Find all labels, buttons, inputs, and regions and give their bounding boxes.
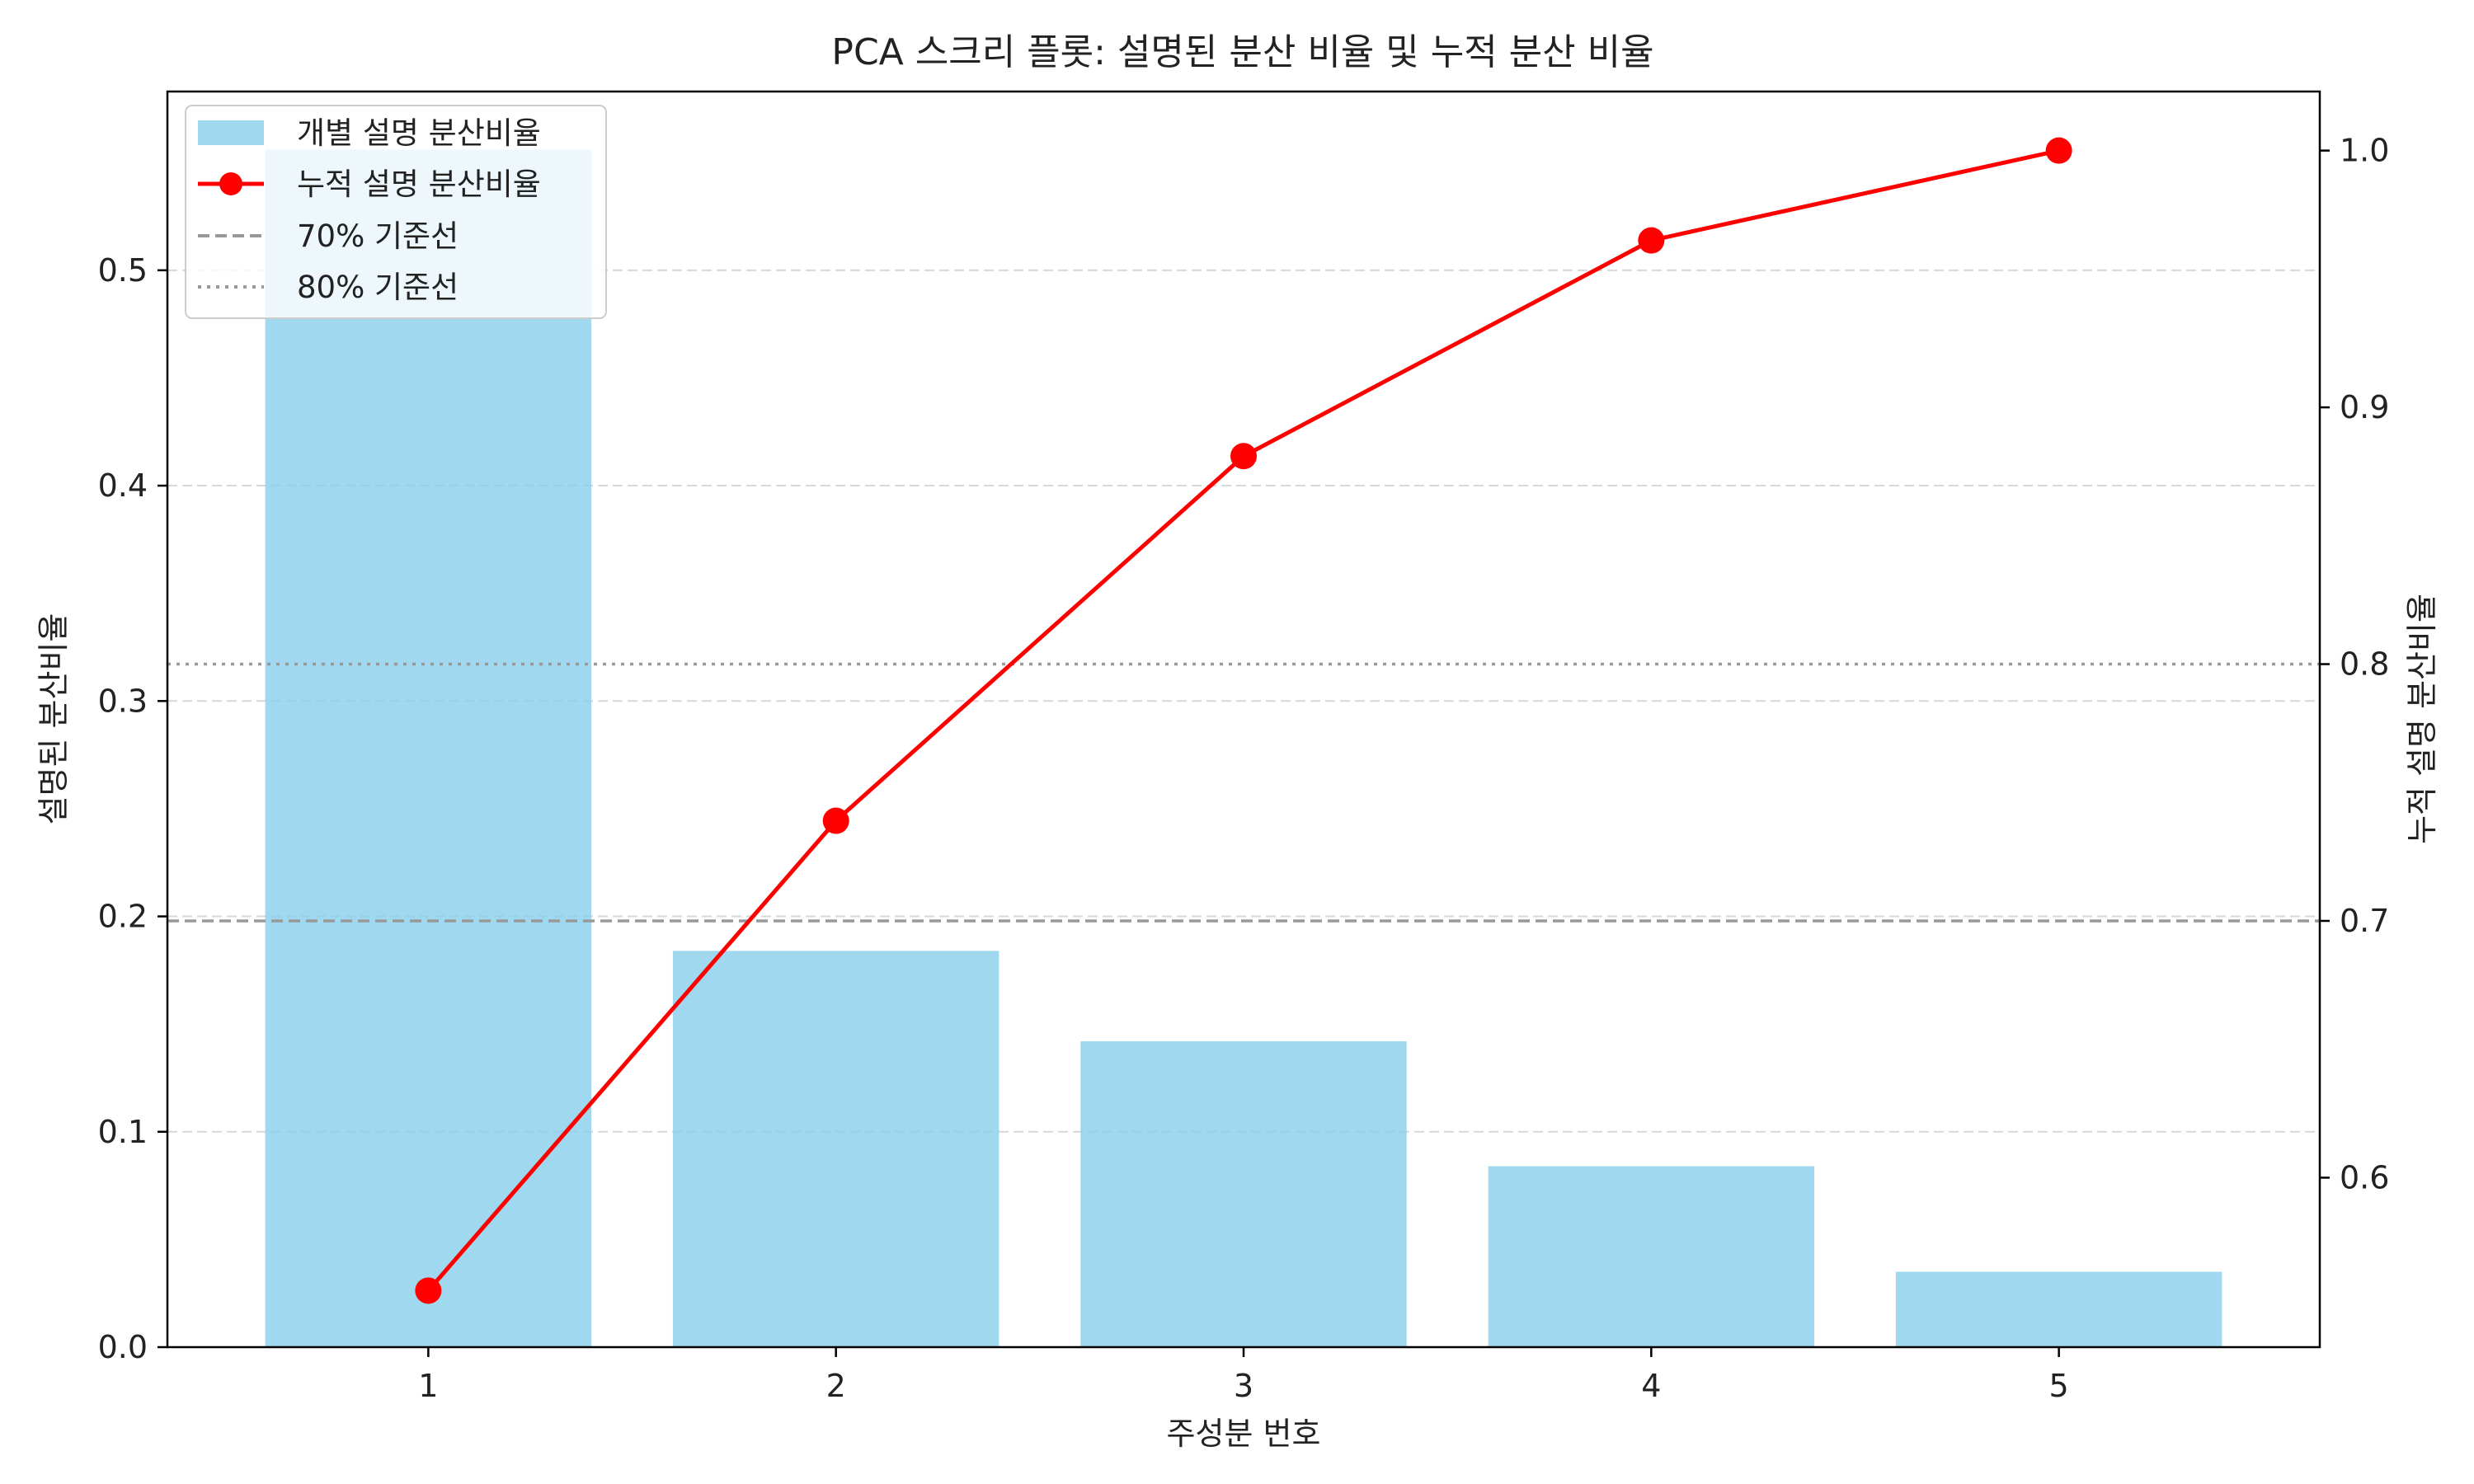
legend-line-label: 누적 설명 분산비율 (297, 167, 541, 202)
cumulative-point-pc1 (415, 1277, 442, 1304)
legend-bar-swatch (198, 120, 264, 145)
bar-pc5 (1895, 1271, 2222, 1347)
x-tick-label-3: 3 (1234, 1368, 1253, 1404)
y-tick-label-4: 0.4 (98, 467, 148, 504)
x-axis-label: 주성분 번호 (1167, 1416, 1321, 1452)
cumulative-point-pc3 (1230, 443, 1257, 470)
bar-pc2 (672, 951, 999, 1347)
cumulative-point-pc4 (1638, 227, 1665, 254)
x-tick-label-1: 1 (418, 1368, 438, 1404)
y-tick-label-2: 0.2 (98, 899, 148, 935)
axis-ticks: 1 2 3 4 5 0.0 0.1 0.2 0.3 0.4 0.5 0.6 0.7 0.8 0.9 1.0 (98, 133, 2390, 1404)
legend: 개별 설명 분산비율 누적 설명 분산비율 70% 기준선 80% 기준선 (185, 105, 607, 319)
y2-axis-label: 누적 설명 분산비율 (2404, 594, 2440, 844)
legend-box (185, 105, 607, 319)
y-tick-label-5: 0.5 (98, 252, 148, 289)
y2-tick-label-3: 0.9 (2340, 389, 2389, 425)
y2-tick-label-4: 1.0 (2340, 133, 2389, 169)
x-tick-label-5: 5 (2049, 1368, 2069, 1404)
cumulative-point-pc5 (2045, 137, 2072, 164)
bar-pc4 (1488, 1166, 1815, 1347)
y-tick-label-1: 0.1 (98, 1114, 148, 1150)
reference-lines (167, 662, 2320, 923)
legend-bar-label: 개별 설명 분산비율 (297, 115, 541, 151)
legend-ref70-label: 70% 기준선 (297, 218, 459, 254)
x-tick-label-2: 2 (826, 1368, 846, 1404)
y-tick-label-3: 0.3 (98, 683, 148, 719)
y2-tick-label-0: 0.6 (2340, 1159, 2389, 1195)
y2-tick-label-2: 0.8 (2340, 646, 2389, 683)
legend-line-marker (219, 172, 242, 195)
chart-title: PCA 스크리 플롯: 설명된 분산 비율 및 누적 분산 비율 (831, 31, 1653, 73)
legend-ref80-label: 80% 기준선 (297, 270, 459, 305)
cumulative-line-series (415, 137, 2072, 1304)
bar-pc1 (265, 149, 592, 1347)
bar-pc3 (1080, 1041, 1407, 1347)
y-tick-label-0: 0.0 (98, 1329, 148, 1365)
cumulative-point-pc2 (822, 807, 849, 834)
y-axis-label: 설명된 분산비율 (35, 613, 72, 825)
bar-series (265, 149, 2222, 1347)
x-tick-label-4: 4 (1641, 1368, 1661, 1404)
y2-tick-label-1: 0.7 (2340, 903, 2389, 939)
